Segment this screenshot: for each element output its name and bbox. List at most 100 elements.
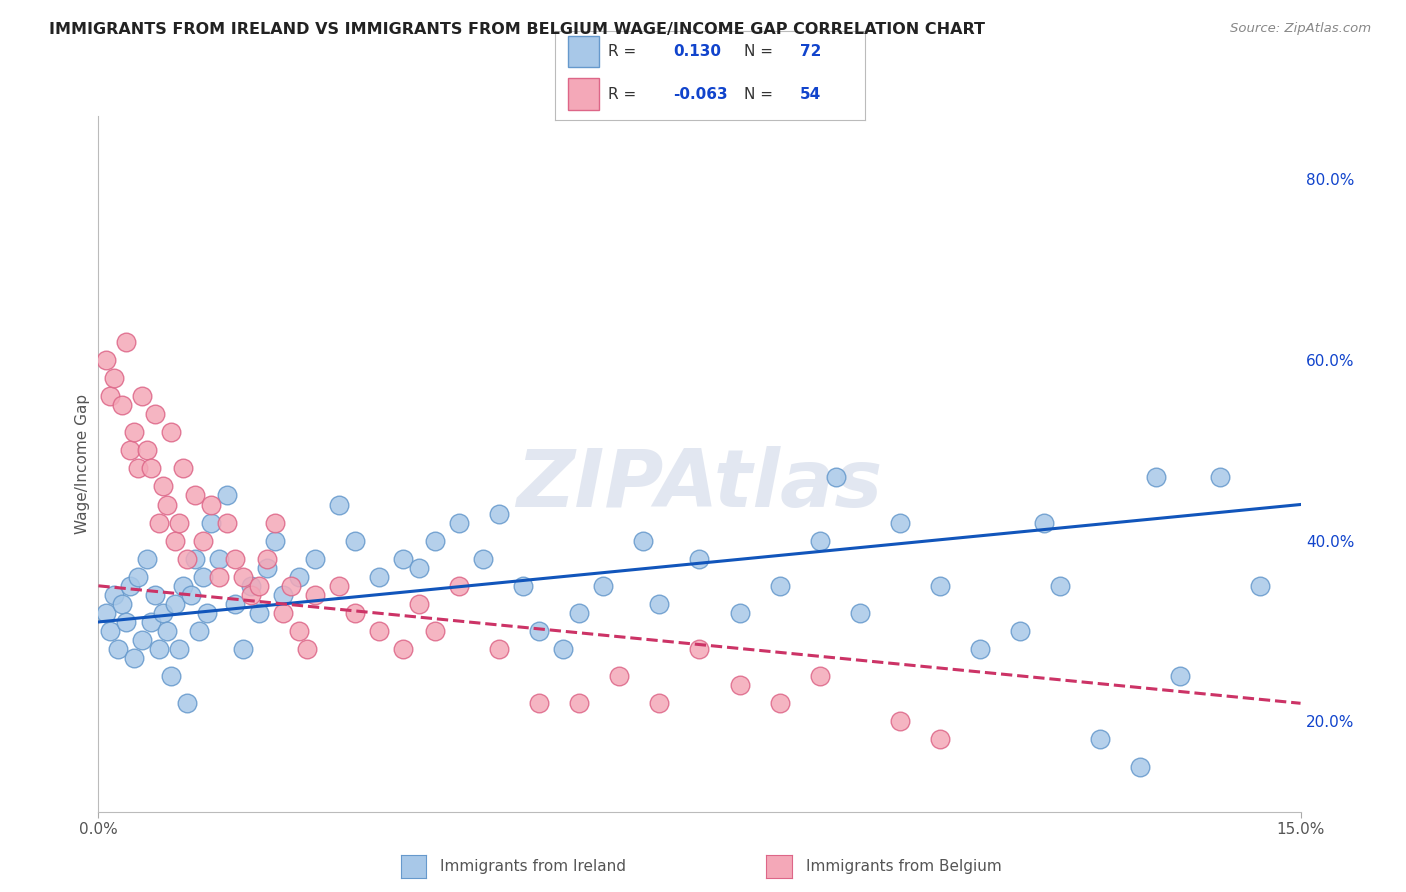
Point — [239, 588, 262, 602]
Point — [163, 597, 186, 611]
Point — [159, 669, 181, 683]
Point — [256, 560, 278, 574]
Text: ZIPAtlas: ZIPAtlas — [516, 446, 883, 524]
Point — [143, 407, 166, 421]
Text: 0.130: 0.130 — [673, 45, 721, 59]
Point — [423, 624, 446, 638]
Point — [120, 579, 142, 593]
Point — [120, 443, 142, 458]
Text: R =: R = — [607, 87, 636, 102]
Text: Source: ZipAtlas.com: Source: ZipAtlas.com — [1230, 22, 1371, 36]
Point — [183, 551, 205, 566]
Point — [128, 570, 150, 584]
Point — [148, 642, 170, 657]
Point — [969, 642, 991, 657]
Point — [131, 389, 153, 403]
Point — [143, 588, 166, 602]
Point — [135, 551, 157, 566]
Point — [1010, 624, 1032, 638]
Point — [148, 516, 170, 530]
Point — [648, 696, 671, 710]
Point — [111, 398, 134, 412]
Point — [304, 551, 326, 566]
Point — [769, 696, 792, 710]
Point — [100, 389, 122, 403]
Point — [447, 516, 470, 530]
Bar — [568, 78, 599, 110]
Point — [304, 588, 326, 602]
Point — [1129, 759, 1152, 773]
Text: 54: 54 — [800, 87, 821, 102]
Point — [200, 516, 222, 530]
Point — [488, 507, 510, 521]
Text: Immigrants from Ireland: Immigrants from Ireland — [440, 859, 626, 874]
Point — [224, 551, 246, 566]
Point — [100, 624, 122, 638]
Point — [215, 516, 238, 530]
Point — [1250, 579, 1272, 593]
Point — [208, 570, 231, 584]
Point — [191, 533, 214, 548]
Point — [96, 353, 118, 368]
Bar — [568, 36, 599, 67]
Point — [295, 642, 318, 657]
Point — [180, 588, 202, 602]
Point — [208, 551, 231, 566]
Point — [808, 533, 831, 548]
Point — [288, 624, 311, 638]
Point — [163, 533, 186, 548]
Point — [159, 425, 181, 440]
Point — [769, 579, 792, 593]
Point — [155, 624, 177, 638]
Point — [609, 669, 631, 683]
Point — [689, 642, 711, 657]
Point — [447, 579, 470, 593]
Point — [689, 551, 711, 566]
Point — [423, 533, 446, 548]
Point — [1049, 579, 1071, 593]
Point — [343, 606, 366, 620]
Point — [124, 425, 146, 440]
Point — [472, 551, 495, 566]
Point — [1209, 470, 1232, 484]
Point — [200, 498, 222, 512]
Point — [247, 579, 270, 593]
Point — [512, 579, 534, 593]
Y-axis label: Wage/Income Gap: Wage/Income Gap — [75, 393, 90, 534]
Point — [728, 606, 751, 620]
Point — [328, 579, 350, 593]
Point — [568, 696, 591, 710]
Point — [131, 633, 153, 648]
Point — [343, 533, 366, 548]
Point — [271, 606, 294, 620]
Point — [215, 488, 238, 502]
Point — [167, 642, 190, 657]
Point — [633, 533, 655, 548]
Point — [256, 551, 278, 566]
Point — [111, 597, 134, 611]
Point — [172, 461, 194, 475]
Text: N =: N = — [744, 87, 773, 102]
Point — [128, 461, 150, 475]
Text: -0.063: -0.063 — [673, 87, 727, 102]
Point — [135, 443, 157, 458]
Point — [408, 560, 430, 574]
Point — [1170, 669, 1192, 683]
Point — [103, 588, 125, 602]
Point — [232, 570, 254, 584]
Point — [115, 615, 138, 629]
Point — [139, 615, 162, 629]
Text: IMMIGRANTS FROM IRELAND VS IMMIGRANTS FROM BELGIUM WAGE/INCOME GAP CORRELATION C: IMMIGRANTS FROM IRELAND VS IMMIGRANTS FR… — [49, 22, 986, 37]
Point — [529, 624, 551, 638]
Point — [808, 669, 831, 683]
Point — [488, 642, 510, 657]
Point — [124, 651, 146, 665]
Text: N =: N = — [744, 45, 773, 59]
Point — [392, 642, 415, 657]
Point — [929, 732, 952, 747]
Point — [155, 498, 177, 512]
Point — [224, 597, 246, 611]
Point — [183, 488, 205, 502]
Point — [408, 597, 430, 611]
Point — [1088, 732, 1111, 747]
